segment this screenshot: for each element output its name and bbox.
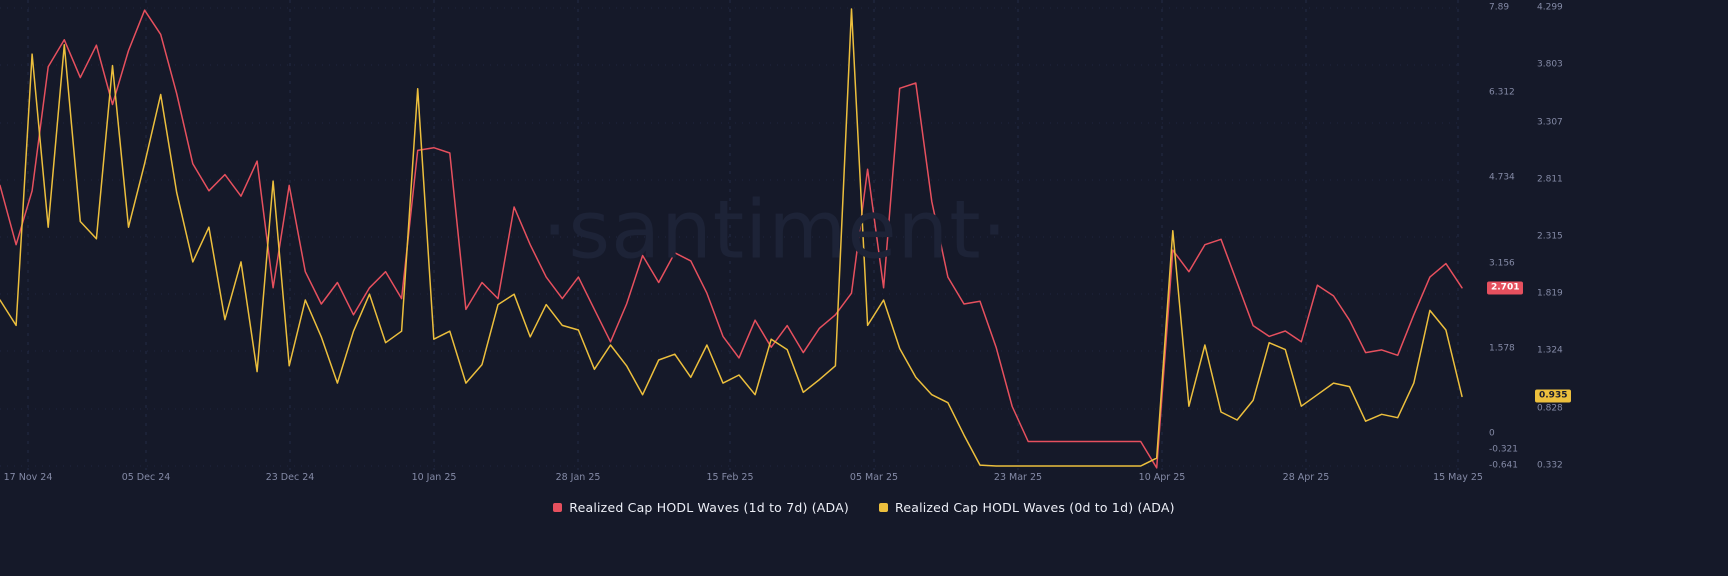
y-axis-yellow-tick-label: 3.307 [1537,117,1563,128]
x-axis-tick-label: 28 Jan 25 [555,472,601,483]
y-axis-yellow-tick-label: 1.819 [1537,288,1563,299]
x-axis: 17 Nov 24 05 Dec 24 23 Dec 24 10 Jan 25 28 J… [0,472,1500,486]
x-axis-tick-label: 10 Apr 25 [1138,472,1186,483]
y-axis-yellow-tick-label: 0.828 [1537,403,1563,414]
x-axis-tick-label: 23 Mar 25 [993,472,1043,483]
legend-item-yellow[interactable]: Realized Cap HODL Waves (0d to 1d) (ADA) [879,500,1175,515]
x-axis-tick-label: 17 Nov 24 [3,472,53,483]
legend-item-red[interactable]: Realized Cap HODL Waves (1d to 7d) (ADA) [553,500,849,515]
y-axis-red-tick-label: 1.578 [1489,343,1515,354]
y-axis-yellow-tick-label: 4.299 [1537,2,1563,13]
y-axis-yellow-tick-label: 0.332 [1537,460,1563,471]
yellow-series-swatch [879,503,888,512]
y-axis-red-tick-label: -0.641 [1489,460,1519,471]
red-series-line [0,9,1463,469]
yellow-series-line [0,8,1463,467]
yellow-series-label: Realized Cap HODL Waves (0d to 1d) (ADA) [895,500,1175,515]
y-axis-red-tick-label: 0 [1489,428,1495,439]
y-axis-red-tick-label: -0.321 [1489,444,1519,455]
x-axis-tick-label: 05 Mar 25 [849,472,899,483]
y-axis-yellow-tick-label: 3.803 [1537,59,1563,70]
yellow-series-value-badge: 0.935 [1535,389,1572,403]
red-series-value-badge: 2.701 [1487,281,1524,295]
y-axis-yellow-tick-label: 1.324 [1537,345,1563,356]
x-axis-tick-label: 15 May 25 [1433,472,1483,483]
y-axis-red-tick-label: 4.734 [1489,172,1515,183]
y-axis-red-tick-label: 3.156 [1489,258,1515,269]
chart-plot[interactable] [0,0,1486,472]
y-axis-red-tick-label: 7.89 [1489,2,1510,13]
y-axis-red: 7.89 6.312 4.734 3.156 1.578 0 -0.321 -0.641 [1489,0,1537,472]
red-series-label: Realized Cap HODL Waves (1d to 7d) (ADA) [569,500,849,515]
x-axis-tick-label: 10 Jan 25 [411,472,457,483]
y-axis-yellow: 4.299 3.803 3.307 2.811 2.315 1.819 1.324 0.828… [1537,0,1585,472]
red-series-swatch [553,503,563,512]
chart-legend: Realized Cap HODL Waves (1d to 7d) (ADA)… [0,500,1728,515]
y-axis-yellow-tick-label: 2.315 [1537,231,1563,242]
x-axis-tick-label: 15 Feb 25 [706,472,754,483]
x-axis-tick-label: 28 Apr 25 [1282,472,1330,483]
y-axis-red-tick-label: 6.312 [1489,87,1515,98]
y-axis-yellow-tick-label: 2.811 [1537,174,1563,185]
x-axis-tick-label: 05 Dec 24 [121,472,171,483]
x-axis-tick-label: 23 Dec 24 [265,472,315,483]
